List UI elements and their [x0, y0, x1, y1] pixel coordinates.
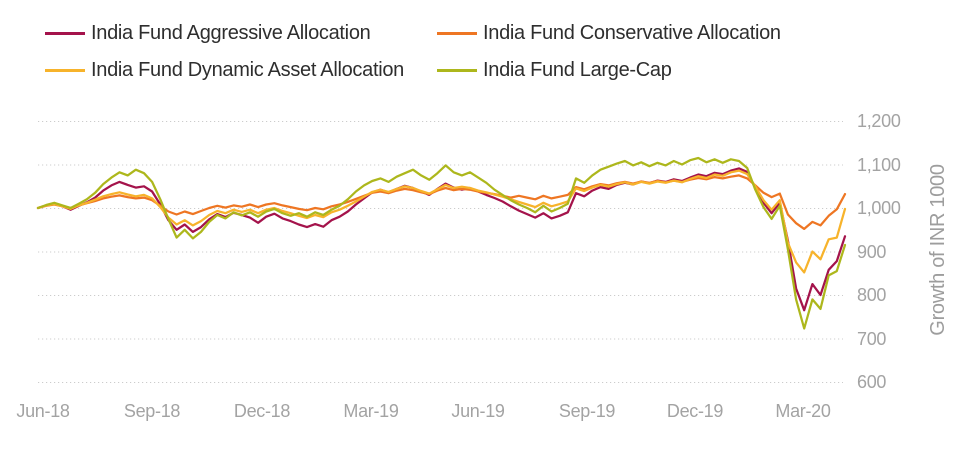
x-tick-label-mar-19: Mar-19 — [343, 401, 399, 421]
y-tick-label-1000: 1,000 — [857, 198, 901, 218]
legend-label: India Fund Conservative Allocation — [483, 22, 781, 44]
y-tick-label-1100: 1,100 — [857, 154, 901, 175]
legend-label: India Fund Aggressive Allocation — [91, 22, 371, 44]
legend-item-india-fund-conservative-allocation[interactable]: India Fund Conservative Allocation — [437, 23, 781, 43]
x-tick-label-sep-18: Sep-18 — [123, 401, 181, 421]
x-tick-label-jun-19: Jun-19 — [451, 401, 505, 421]
series-line-india-fund-conservative-allocation — [36, 174, 847, 231]
y-axis-title: Growth of INR 1000 — [927, 164, 949, 336]
legend-swatch-icon — [437, 31, 477, 35]
legend-swatch-icon — [45, 31, 85, 35]
x-tick-label-mar-20: Mar-20 — [775, 401, 831, 421]
y-tick-label-1200: 1,200 — [857, 111, 901, 131]
y-tick-label-900: 900 — [857, 241, 887, 262]
legend-label: India Fund Large-Cap — [483, 59, 672, 81]
legend-item-india-fund-aggressive-allocation[interactable]: India Fund Aggressive Allocation — [45, 22, 371, 44]
legend-swatch-icon — [45, 68, 85, 72]
x-tick-label-jun-18: Jun-18 — [16, 401, 70, 421]
x-tick-label-dec-19: Dec-19 — [666, 401, 724, 421]
y-tick-label-800: 800 — [857, 285, 887, 305]
legend-label: India Fund Dynamic Asset Allocation — [91, 59, 405, 81]
legend-item-india-fund-dynamic-asset-allocation[interactable]: India Fund Dynamic Asset Allocation — [45, 60, 404, 80]
y-tick-label-700: 700 — [857, 328, 887, 349]
series-line-india-fund-dynamic-asset-allocation — [36, 169, 847, 274]
series-line-india-fund-large-cap — [36, 156, 847, 330]
x-tick-label-dec-18: Dec-18 — [233, 401, 291, 421]
x-tick-label-sep-19: Sep-19 — [558, 401, 616, 421]
legend-item-india-fund-large-cap[interactable]: India Fund Large-Cap — [437, 60, 672, 80]
y-tick-label-600: 600 — [857, 372, 887, 392]
legend-swatch-icon — [437, 68, 477, 72]
